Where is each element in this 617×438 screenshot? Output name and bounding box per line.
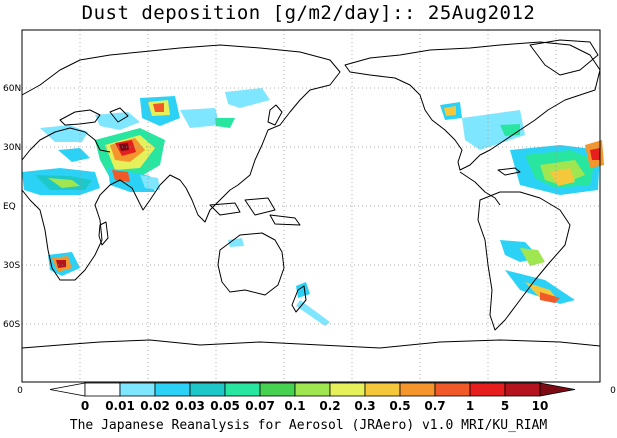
colorbar-swatch: [399, 382, 436, 397]
colorbar-label: 0.5: [389, 399, 410, 413]
colorbar-swatch: [504, 382, 541, 397]
colorbar-label: 0.2: [319, 399, 340, 413]
latitude-label: EQ: [3, 202, 16, 212]
colorbar-label: 1: [466, 399, 474, 413]
colorbar-label: 0.3: [354, 399, 375, 413]
colorbar-label: 10: [532, 399, 549, 413]
map-title: Dust deposition [g/m2/day]:: 25Aug2012: [81, 2, 536, 24]
colorbar-label: 0.05: [210, 399, 240, 413]
coastlines: [21, 39, 601, 349]
colorbar-label: 0.03: [175, 399, 205, 413]
colorbar-swatch: [49, 382, 86, 397]
colorbar-swatch: [189, 382, 226, 397]
colorbar-swatch: [154, 382, 191, 397]
colorbar-label: 0.01: [105, 399, 135, 413]
dust-deposition-fields: [22, 88, 604, 326]
colorbar-label: 0: [81, 399, 89, 413]
colorbar-swatch: [84, 382, 121, 397]
colorbar-label: 0.7: [424, 399, 445, 413]
colorbar-swatch: [119, 382, 156, 397]
latitude-label: 30S: [3, 261, 20, 271]
map-frame: [21, 29, 601, 383]
colorbar: 0 0.01 0.02 0.03 0.05 0.07 0.1 0.2 0.3 0.5 0.7 1 5 10: [49, 382, 576, 413]
colorbar-swatch: [224, 382, 261, 397]
latitude-label: 60N: [3, 84, 21, 94]
latitude-label: 30N: [3, 143, 21, 153]
colorbar-label: 5: [501, 399, 509, 413]
colorbar-swatch: [294, 382, 331, 397]
colorbar-swatch: [434, 382, 471, 397]
axis-corner-label-left: 0: [17, 386, 23, 396]
colorbar-swatch: [259, 382, 296, 397]
colorbar-swatch: [329, 382, 366, 397]
colorbar-label: 0.02: [140, 399, 170, 413]
colorbar-swatch: [364, 382, 401, 397]
graticule: [22, 30, 600, 382]
colorbar-swatch: [469, 382, 506, 397]
latitude-label: 60S: [3, 320, 20, 330]
footer-credit: The Japanese Reanalysis for Aerosol (JRA…: [69, 418, 548, 433]
latitude-labels: 60N 30N EQ 30S 60S: [3, 84, 21, 330]
colorbar-label: 0.07: [245, 399, 275, 413]
axis-corner-label-right: 0: [610, 386, 616, 396]
colorbar-label: 0.1: [284, 399, 305, 413]
colorbar-swatch: [539, 382, 576, 397]
